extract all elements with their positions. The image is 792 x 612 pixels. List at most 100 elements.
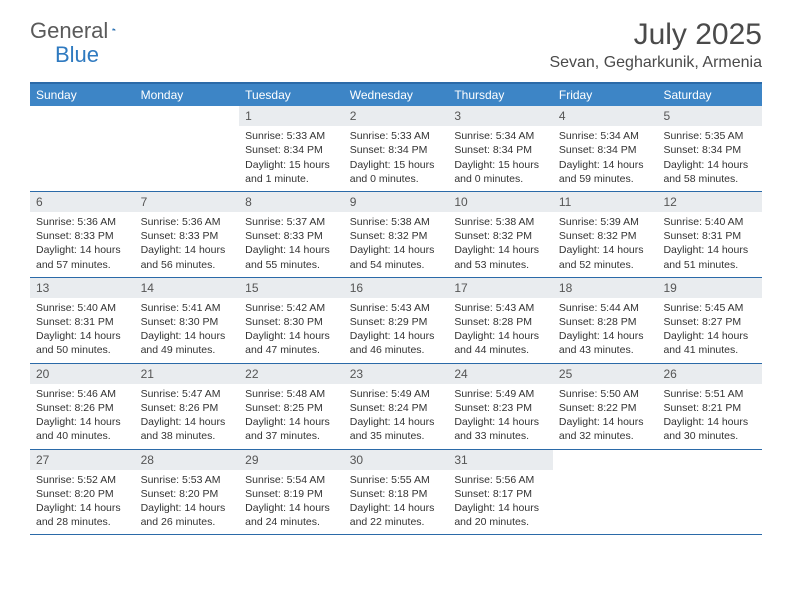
day-cell: 29Sunrise: 5:54 AMSunset: 8:19 PMDayligh… (239, 450, 344, 535)
empty-cell (135, 106, 240, 191)
sunset-text: Sunset: 8:28 PM (454, 315, 547, 329)
sunrise-text: Sunrise: 5:53 AM (141, 473, 234, 487)
daylight-text: Daylight: 14 hours and 30 minutes. (663, 415, 756, 443)
sunset-text: Sunset: 8:28 PM (559, 315, 652, 329)
day-body: Sunrise: 5:49 AMSunset: 8:23 PMDaylight:… (448, 384, 553, 449)
day-body: Sunrise: 5:38 AMSunset: 8:32 PMDaylight:… (448, 212, 553, 277)
daylight-text: Daylight: 14 hours and 41 minutes. (663, 329, 756, 357)
sunset-text: Sunset: 8:34 PM (663, 143, 756, 157)
daylight-text: Daylight: 14 hours and 56 minutes. (141, 243, 234, 271)
day-body: Sunrise: 5:54 AMSunset: 8:19 PMDaylight:… (239, 470, 344, 535)
day-number: 30 (344, 450, 449, 470)
sunrise-text: Sunrise: 5:42 AM (245, 301, 338, 315)
day-cell: 24Sunrise: 5:49 AMSunset: 8:23 PMDayligh… (448, 364, 553, 449)
sunset-text: Sunset: 8:34 PM (559, 143, 652, 157)
daylight-text: Daylight: 14 hours and 59 minutes. (559, 158, 652, 186)
day-body: Sunrise: 5:51 AMSunset: 8:21 PMDaylight:… (657, 384, 762, 449)
day-cell: 25Sunrise: 5:50 AMSunset: 8:22 PMDayligh… (553, 364, 658, 449)
sunset-text: Sunset: 8:18 PM (350, 487, 443, 501)
daylight-text: Daylight: 14 hours and 37 minutes. (245, 415, 338, 443)
location-subtitle: Sevan, Gegharkunik, Armenia (549, 54, 762, 72)
daylight-text: Daylight: 14 hours and 28 minutes. (36, 501, 129, 529)
daylight-text: Daylight: 14 hours and 50 minutes. (36, 329, 129, 357)
empty-cell (30, 106, 135, 191)
day-cell: 22Sunrise: 5:48 AMSunset: 8:25 PMDayligh… (239, 364, 344, 449)
sunrise-text: Sunrise: 5:49 AM (350, 387, 443, 401)
daylight-text: Daylight: 14 hours and 44 minutes. (454, 329, 547, 357)
sunrise-text: Sunrise: 5:35 AM (663, 129, 756, 143)
day-number: 13 (30, 278, 135, 298)
day-cell: 13Sunrise: 5:40 AMSunset: 8:31 PMDayligh… (30, 278, 135, 363)
daylight-text: Daylight: 15 hours and 0 minutes. (454, 158, 547, 186)
sunrise-text: Sunrise: 5:34 AM (454, 129, 547, 143)
day-body: Sunrise: 5:48 AMSunset: 8:25 PMDaylight:… (239, 384, 344, 449)
day-body: Sunrise: 5:44 AMSunset: 8:28 PMDaylight:… (553, 298, 658, 363)
sunset-text: Sunset: 8:30 PM (141, 315, 234, 329)
day-cell: 12Sunrise: 5:40 AMSunset: 8:31 PMDayligh… (657, 192, 762, 277)
sunset-text: Sunset: 8:26 PM (36, 401, 129, 415)
logo-text-general: General (30, 18, 108, 44)
sunrise-text: Sunrise: 5:49 AM (454, 387, 547, 401)
day-number: 25 (553, 364, 658, 384)
day-cell: 2Sunrise: 5:33 AMSunset: 8:34 PMDaylight… (344, 106, 449, 191)
day-number: 24 (448, 364, 553, 384)
daylight-text: Daylight: 14 hours and 32 minutes. (559, 415, 652, 443)
day-number: 15 (239, 278, 344, 298)
daylight-text: Daylight: 14 hours and 26 minutes. (141, 501, 234, 529)
logo: General Blue (30, 18, 136, 44)
calendar: Sunday Monday Tuesday Wednesday Thursday… (30, 82, 762, 535)
day-number: 31 (448, 450, 553, 470)
day-body: Sunrise: 5:40 AMSunset: 8:31 PMDaylight:… (30, 298, 135, 363)
day-body: Sunrise: 5:50 AMSunset: 8:22 PMDaylight:… (553, 384, 658, 449)
daylight-text: Daylight: 14 hours and 46 minutes. (350, 329, 443, 357)
sunset-text: Sunset: 8:20 PM (141, 487, 234, 501)
day-body: Sunrise: 5:34 AMSunset: 8:34 PMDaylight:… (553, 126, 658, 191)
day-number: 4 (553, 106, 658, 126)
day-cell: 14Sunrise: 5:41 AMSunset: 8:30 PMDayligh… (135, 278, 240, 363)
week-row: 1Sunrise: 5:33 AMSunset: 8:34 PMDaylight… (30, 106, 762, 192)
daylight-text: Daylight: 14 hours and 58 minutes. (663, 158, 756, 186)
day-body: Sunrise: 5:53 AMSunset: 8:20 PMDaylight:… (135, 470, 240, 535)
day-body: Sunrise: 5:46 AMSunset: 8:26 PMDaylight:… (30, 384, 135, 449)
daylight-text: Daylight: 14 hours and 20 minutes. (454, 501, 547, 529)
sunrise-text: Sunrise: 5:33 AM (350, 129, 443, 143)
daylight-text: Daylight: 14 hours and 43 minutes. (559, 329, 652, 357)
weekday-header: Wednesday (344, 84, 449, 106)
daylight-text: Daylight: 14 hours and 52 minutes. (559, 243, 652, 271)
day-cell: 3Sunrise: 5:34 AMSunset: 8:34 PMDaylight… (448, 106, 553, 191)
day-cell: 9Sunrise: 5:38 AMSunset: 8:32 PMDaylight… (344, 192, 449, 277)
weekday-header: Saturday (657, 84, 762, 106)
sunset-text: Sunset: 8:20 PM (36, 487, 129, 501)
sunset-text: Sunset: 8:17 PM (454, 487, 547, 501)
sunset-text: Sunset: 8:24 PM (350, 401, 443, 415)
day-number: 29 (239, 450, 344, 470)
day-body: Sunrise: 5:38 AMSunset: 8:32 PMDaylight:… (344, 212, 449, 277)
day-body: Sunrise: 5:42 AMSunset: 8:30 PMDaylight:… (239, 298, 344, 363)
day-number: 28 (135, 450, 240, 470)
empty-cell (657, 450, 762, 535)
day-number: 6 (30, 192, 135, 212)
day-cell: 6Sunrise: 5:36 AMSunset: 8:33 PMDaylight… (30, 192, 135, 277)
sunrise-text: Sunrise: 5:40 AM (36, 301, 129, 315)
sunrise-text: Sunrise: 5:54 AM (245, 473, 338, 487)
daylight-text: Daylight: 14 hours and 55 minutes. (245, 243, 338, 271)
daylight-text: Daylight: 14 hours and 47 minutes. (245, 329, 338, 357)
day-cell: 11Sunrise: 5:39 AMSunset: 8:32 PMDayligh… (553, 192, 658, 277)
sunset-text: Sunset: 8:32 PM (350, 229, 443, 243)
sunrise-text: Sunrise: 5:38 AM (350, 215, 443, 229)
daylight-text: Daylight: 14 hours and 24 minutes. (245, 501, 338, 529)
week-row: 6Sunrise: 5:36 AMSunset: 8:33 PMDaylight… (30, 192, 762, 278)
sunset-text: Sunset: 8:33 PM (141, 229, 234, 243)
day-number: 5 (657, 106, 762, 126)
day-number: 3 (448, 106, 553, 126)
day-body: Sunrise: 5:36 AMSunset: 8:33 PMDaylight:… (135, 212, 240, 277)
sunrise-text: Sunrise: 5:40 AM (663, 215, 756, 229)
day-number: 9 (344, 192, 449, 212)
sunrise-text: Sunrise: 5:50 AM (559, 387, 652, 401)
sunset-text: Sunset: 8:21 PM (663, 401, 756, 415)
day-body: Sunrise: 5:45 AMSunset: 8:27 PMDaylight:… (657, 298, 762, 363)
sunrise-text: Sunrise: 5:48 AM (245, 387, 338, 401)
day-body: Sunrise: 5:37 AMSunset: 8:33 PMDaylight:… (239, 212, 344, 277)
day-number: 16 (344, 278, 449, 298)
sunset-text: Sunset: 8:29 PM (350, 315, 443, 329)
